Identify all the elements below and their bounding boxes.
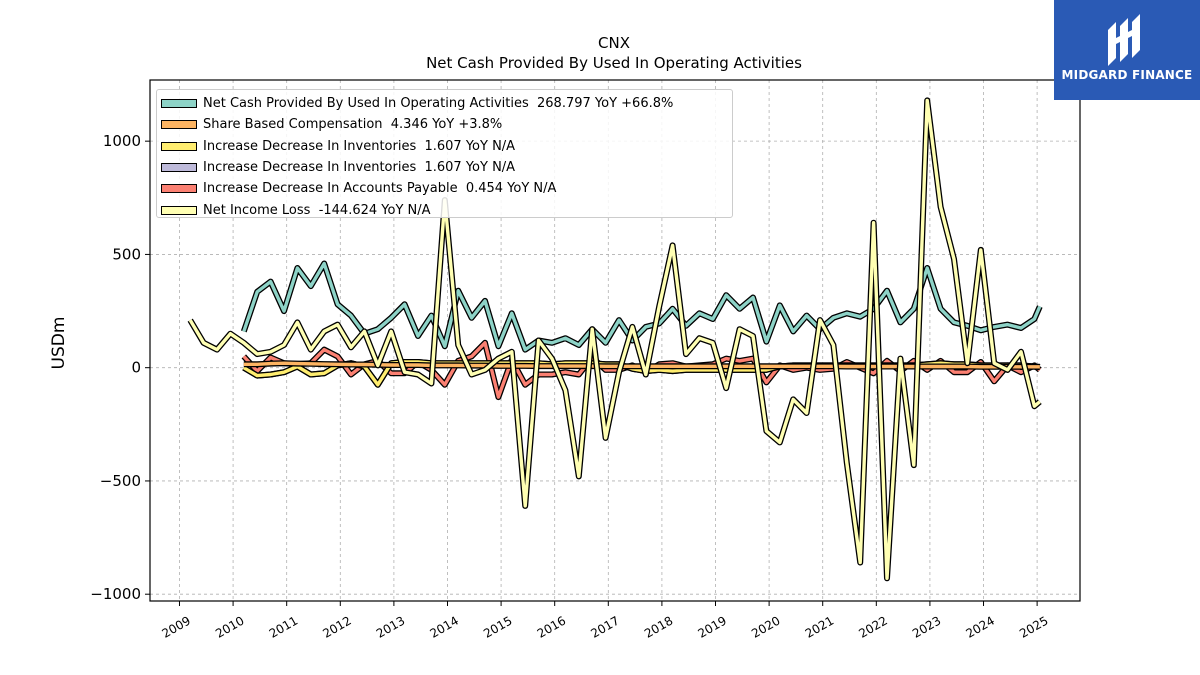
series-line: [188, 98, 1041, 580]
legend-swatch: [161, 205, 197, 215]
x-tick-label: 2009: [160, 613, 193, 640]
y-tick-label: 500: [112, 245, 141, 263]
x-tick-label: 2017: [588, 613, 621, 640]
y-tick-label: −500: [100, 472, 141, 490]
legend-label: Increase Decrease In Inventories 1.607 Y…: [203, 138, 516, 154]
x-tick-label: 2015: [481, 613, 514, 640]
brand-name: MIDGARD FINANCE: [1061, 68, 1193, 82]
legend-label: Share Based Compensation 4.346 YoY +3.8%: [203, 117, 503, 133]
x-tick-label: 2014: [428, 613, 461, 640]
y-axis: −1000 −500 0 500 1000: [90, 132, 150, 603]
legend: Net Cash Provided By Used In Operating A…: [156, 89, 733, 218]
x-tick-label: 2025: [1017, 613, 1050, 640]
legend-label: Net Cash Provided By Used In Operating A…: [203, 96, 674, 112]
legend-item: Share Based Compensation 4.346 YoY +3.8%: [157, 114, 732, 135]
plot-frame: [149, 79, 1081, 602]
legend-swatch: [161, 184, 197, 194]
x-tick-label: 2019: [696, 613, 729, 640]
x-tick-label: 2013: [374, 613, 407, 640]
brand-logo: MIDGARD FINANCE: [1054, 0, 1200, 100]
legend-item: Net Income Loss -144.624 YoY N/A: [157, 199, 732, 220]
y-tick-label: 1000: [103, 132, 141, 150]
legend-swatch: [161, 99, 197, 109]
legend-label: Increase Decrease In Accounts Payable 0.…: [203, 181, 557, 197]
x-tick-label: 2011: [267, 613, 300, 640]
legend-swatch: [161, 163, 197, 173]
legend-item: Increase Decrease In Inventories 1.607 Y…: [157, 157, 732, 178]
x-tick-label: 2024: [964, 613, 997, 640]
x-tick-label: 2010: [213, 613, 246, 640]
midgard-m-logo-icon: [1108, 14, 1140, 66]
legend-swatch: [161, 141, 197, 151]
chart-title: CNX: [598, 34, 630, 52]
x-tick-label: 2020: [749, 613, 782, 640]
legend-item: Net Cash Provided By Used In Operating A…: [157, 93, 732, 114]
series-line: [242, 261, 1042, 352]
x-tick-label: 2018: [642, 613, 675, 640]
legend-swatch: [161, 120, 197, 130]
x-tick-label: 2022: [856, 613, 889, 640]
series-group: [187, 97, 1043, 582]
y-tick-label: −1000: [90, 585, 141, 603]
legend-item: Increase Decrease In Accounts Payable 0.…: [157, 178, 732, 199]
y-axis-label: USDm: [49, 317, 69, 370]
y-tick-label: 0: [131, 359, 141, 377]
x-tick-label: 2016: [535, 613, 568, 640]
x-axis: 2009 2010 2011 2012 2013 2014 2015 2016 2017 2018…: [160, 601, 1051, 641]
x-tick-label: 2023: [910, 613, 943, 640]
legend-label: Net Income Loss -144.624 YoY N/A: [203, 202, 431, 218]
legend-label: Increase Decrease In Inventories 1.607 Y…: [203, 160, 516, 176]
chart-subtitle: Net Cash Provided By Used In Operating A…: [426, 54, 802, 72]
legend-item: Increase Decrease In Inventories 1.607 Y…: [157, 136, 732, 157]
x-tick-label: 2012: [320, 613, 353, 640]
x-tick-label: 2021: [803, 613, 836, 640]
